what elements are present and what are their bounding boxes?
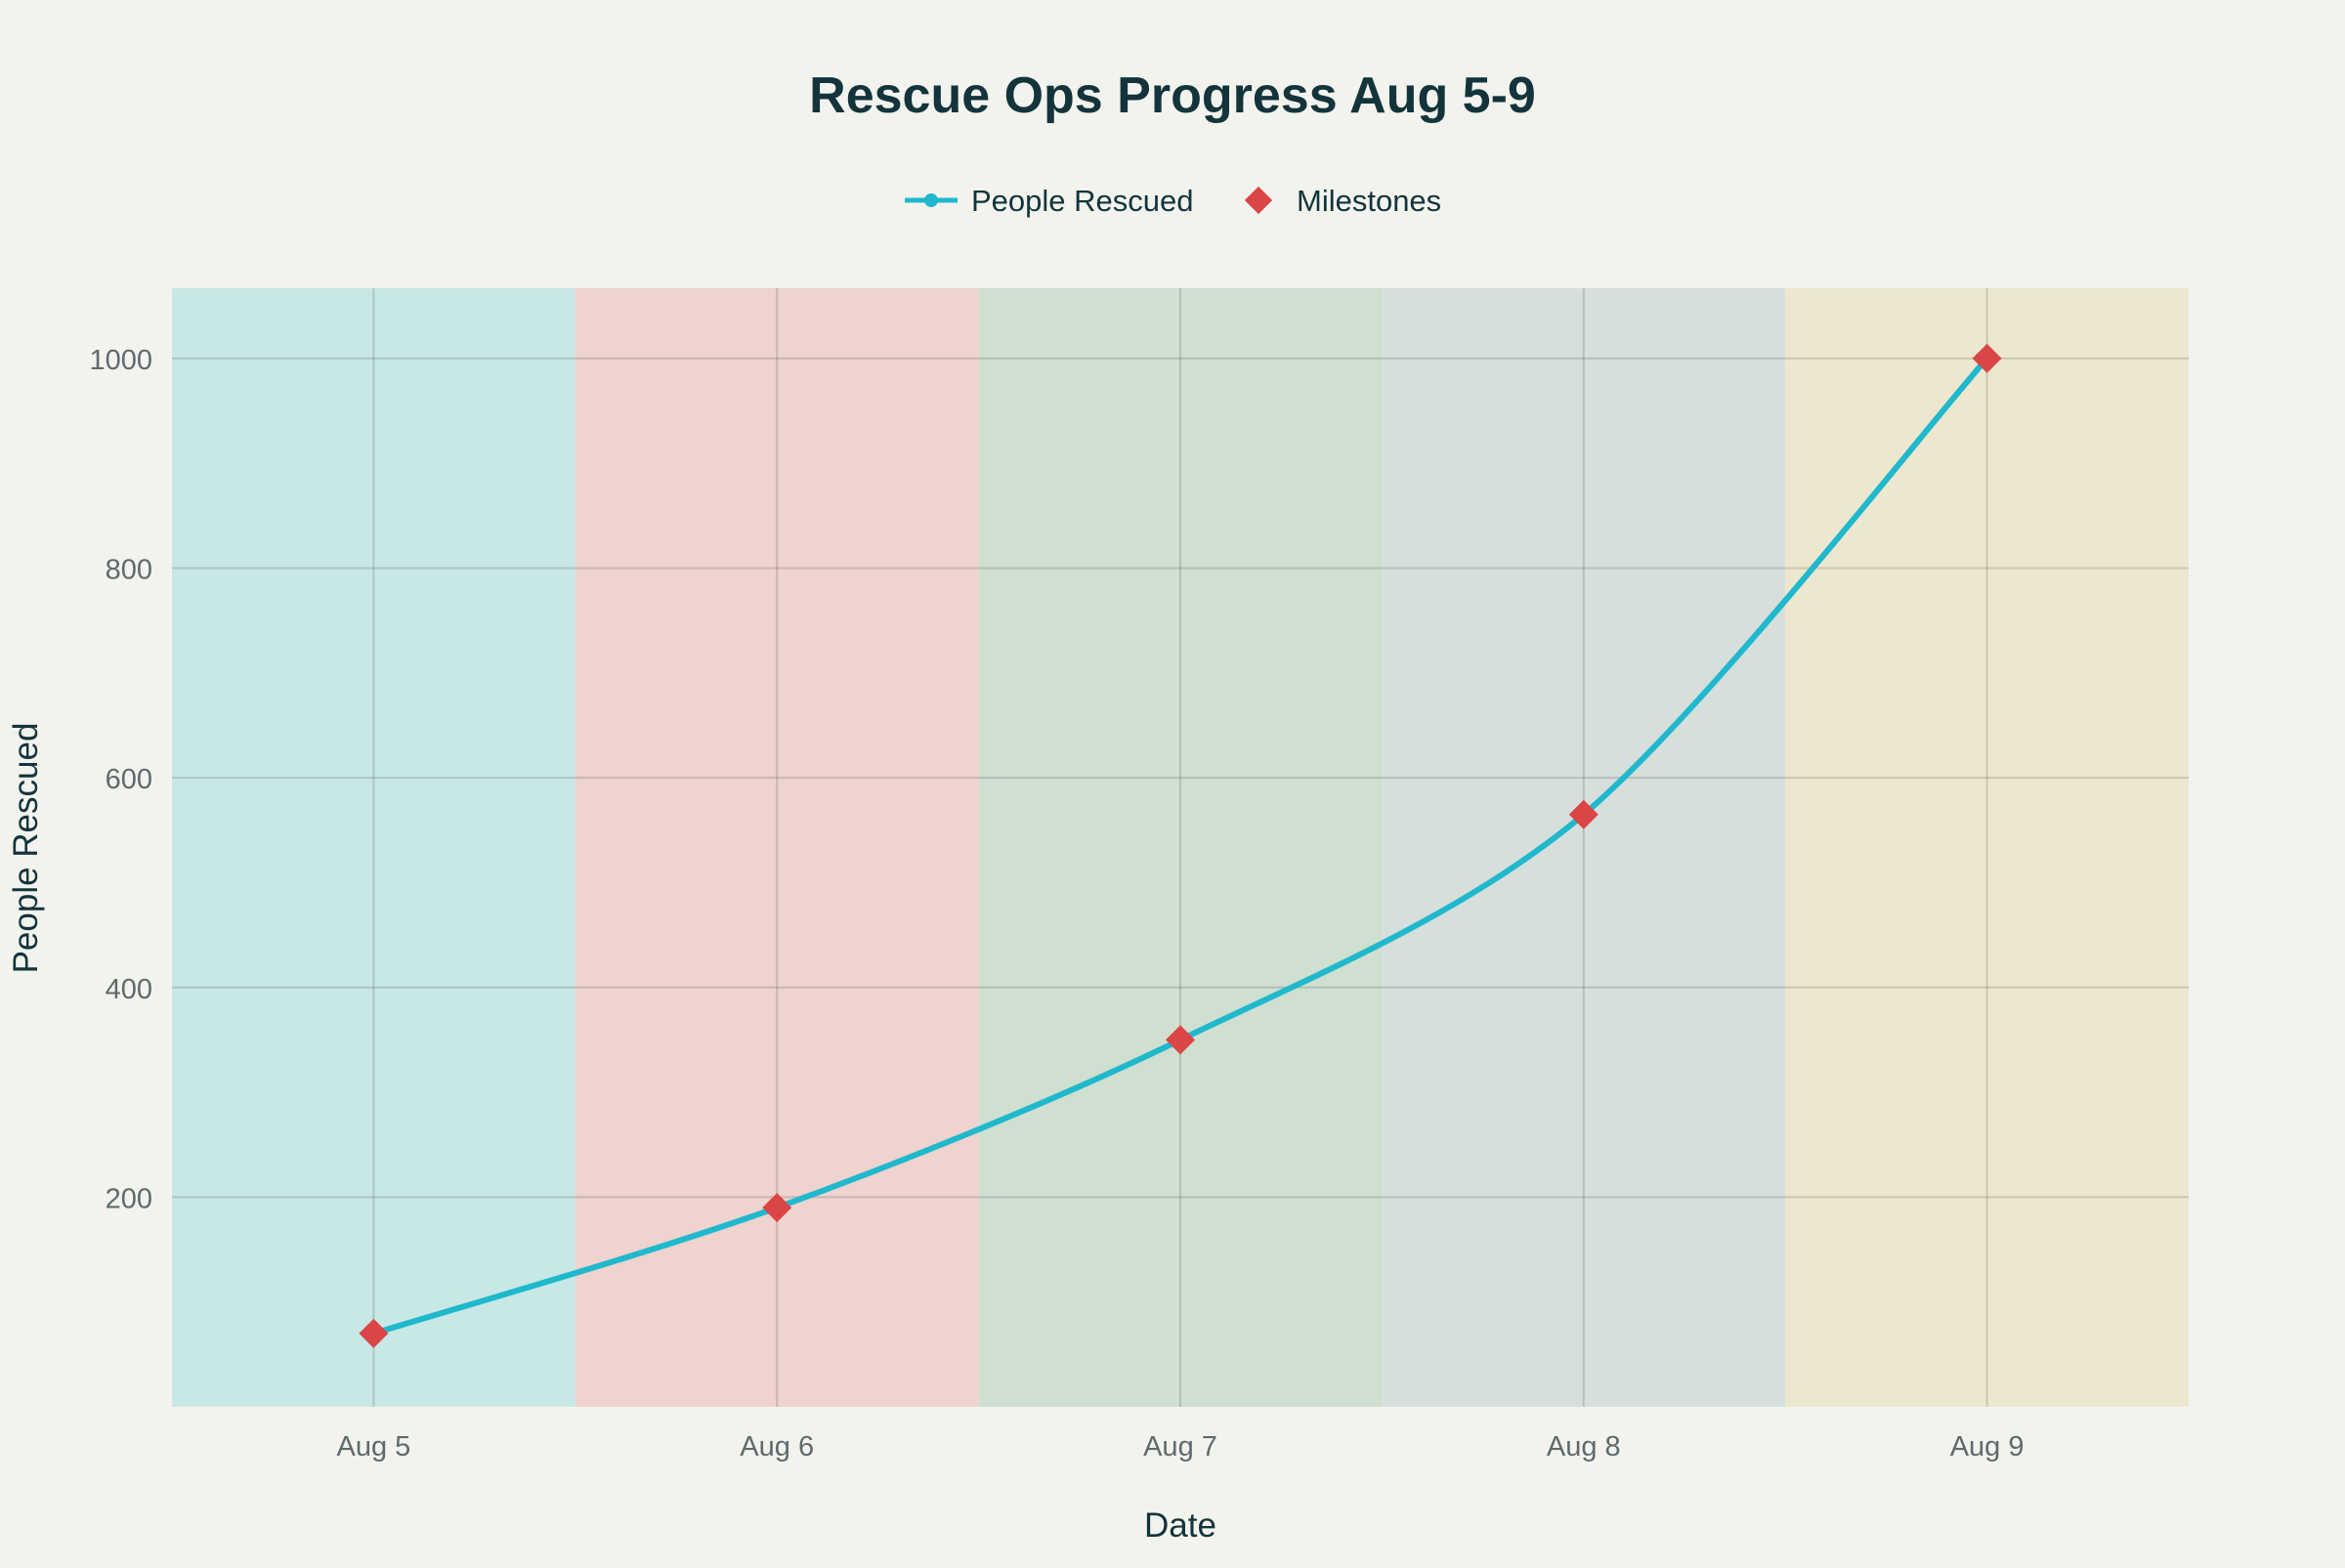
- y-tick-label: 1000: [89, 345, 152, 376]
- legend-label-people-rescued: People Rescued: [971, 184, 1194, 218]
- milestone-marker: [1166, 1025, 1195, 1055]
- x-axis-label: Date: [1144, 1506, 1216, 1545]
- background-band: [978, 288, 1383, 1407]
- x-tick-label: Aug 9: [1950, 1431, 2025, 1462]
- x-tick-label: Aug 7: [1143, 1431, 1217, 1462]
- x-tick-label: Aug 6: [740, 1431, 814, 1462]
- milestone-marker: [1568, 799, 1599, 829]
- y-tick-label: 200: [106, 1183, 152, 1214]
- y-axis-label: People Rescued: [7, 723, 45, 974]
- legend-dot-icon: [924, 193, 938, 207]
- y-tick-label: 600: [106, 764, 152, 795]
- chart-title: Rescue Ops Progress Aug 5-9: [809, 67, 1536, 124]
- series-line-people-rescued: [372, 356, 1989, 1336]
- y-tick-label: 800: [106, 555, 152, 586]
- legend-label-milestones: Milestones: [1297, 184, 1441, 218]
- y-tick-label: 400: [106, 974, 152, 1005]
- x-tick-label: Aug 8: [1547, 1431, 1621, 1462]
- background-band: [1382, 288, 1786, 1407]
- milestone-marker: [762, 1193, 792, 1223]
- legend-diamond-icon: [1244, 186, 1273, 215]
- legend: People Rescued Milestones: [905, 184, 1441, 218]
- milestone-marker: [359, 1318, 389, 1348]
- background-band: [172, 288, 576, 1407]
- x-tick-label: Aug 5: [337, 1431, 411, 1462]
- milestone-marker: [1972, 343, 2002, 373]
- background-band: [1785, 288, 2189, 1407]
